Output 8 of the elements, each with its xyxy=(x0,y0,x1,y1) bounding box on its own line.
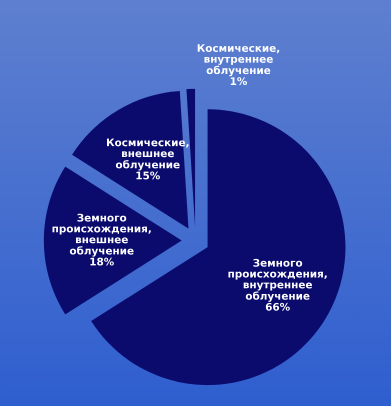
slice-label: Космические, внешнее облучение xyxy=(107,138,188,171)
data-label: 15% xyxy=(136,172,160,180)
data-label: 1% xyxy=(230,77,247,86)
slice-label: Земного происхождения, внутреннее облучение xyxy=(228,258,327,302)
data-label: 66% xyxy=(266,302,290,311)
data-label: 18% xyxy=(90,258,114,266)
slice-label: Земного происхождения, внешнее облучение xyxy=(52,214,151,257)
slice-label: Космические, внутреннее облучение xyxy=(198,44,280,76)
